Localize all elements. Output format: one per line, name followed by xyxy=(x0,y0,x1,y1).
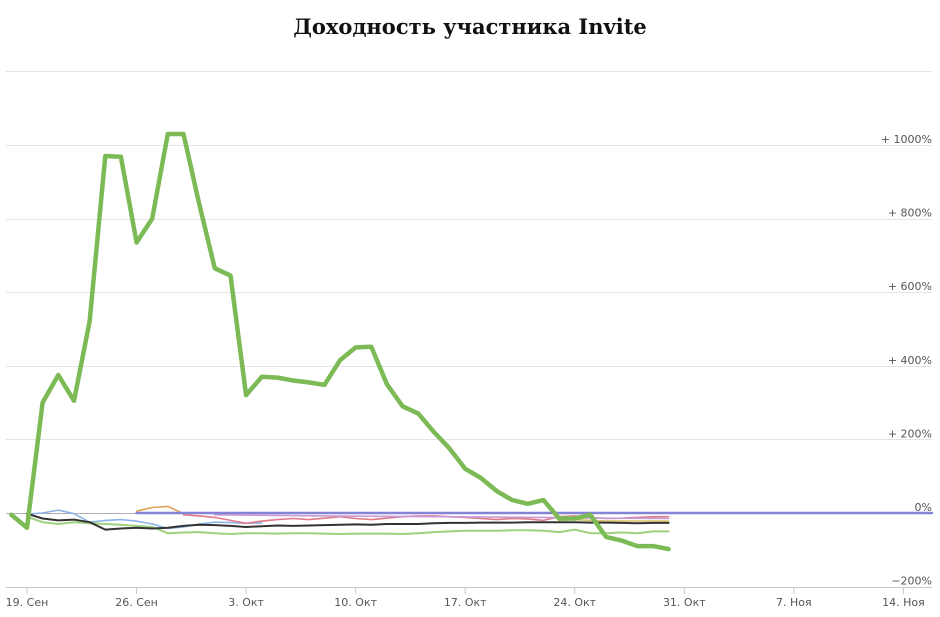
y-tick-label: + 200% xyxy=(888,427,932,440)
y-tick-label: + 800% xyxy=(888,207,932,220)
x-tick-label: 10. Окт xyxy=(334,596,377,609)
y-tick-label: + 400% xyxy=(888,354,932,367)
chart-title: Доходность участника Invite xyxy=(293,14,647,39)
x-tick-label: 17. Окт xyxy=(444,596,487,609)
series-line xyxy=(135,505,185,515)
x-tick-label: 26. Сен xyxy=(115,596,158,609)
y-tick-label: + 600% xyxy=(888,280,932,293)
y-tick-label: 0% xyxy=(915,501,932,514)
y-tick-label: + 1000% xyxy=(881,133,932,146)
x-tick-label: 24. Окт xyxy=(553,596,596,609)
series-line xyxy=(26,512,670,531)
x-tick-label: 3. Окт xyxy=(228,596,264,609)
x-tick-label: 7. Ноя xyxy=(776,596,812,609)
x-tick-label: 19. Сен xyxy=(6,596,49,609)
x-tick-label: 31. Окт xyxy=(663,596,706,609)
y-tick-label: −200% xyxy=(891,575,932,588)
x-tick-label: 14. Ноя xyxy=(882,596,925,609)
series-line xyxy=(9,131,671,552)
series-line xyxy=(26,515,670,535)
series-line xyxy=(26,509,263,530)
series-line xyxy=(214,513,670,520)
